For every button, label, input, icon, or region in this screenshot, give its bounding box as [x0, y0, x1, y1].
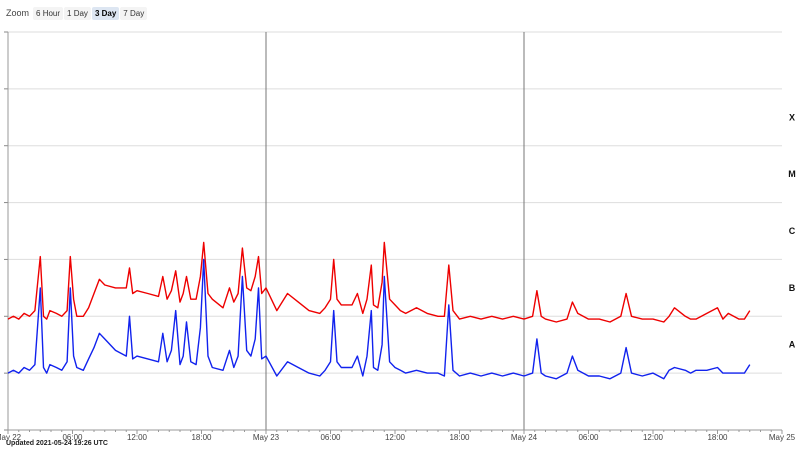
x-tick-label: 06:00	[320, 433, 341, 442]
updated-timestamp: Updated 2021-05-24 19:26 UTC	[6, 440, 108, 447]
zoom-button-7-day[interactable]: 7 Day	[120, 6, 148, 20]
zoom-label: Zoom	[6, 8, 30, 18]
zoom-button-3-day[interactable]: 3 Day	[91, 6, 120, 20]
zoom-button-1-day[interactable]: 1 Day	[64, 6, 91, 20]
x-tick-label: 12:00	[643, 433, 664, 442]
x-tick-label: May 23	[253, 433, 280, 442]
x-tick-label: 12:00	[127, 433, 148, 442]
flare-class-label: X	[789, 112, 795, 122]
flare-class-label: C	[789, 226, 796, 236]
zoom-bar: Zoom 6 Hour 1 Day 3 Day 7 Day	[6, 5, 148, 21]
x-tick-label: 06:00	[578, 433, 599, 442]
x-tick-label: May 24	[511, 433, 538, 442]
short-channel-line	[7, 258, 751, 380]
label-layer: May 22 06:00 12:00 18:00 May 23 06:00 12:00 18:…	[0, 112, 796, 442]
x-tick-label: 18:00	[191, 433, 212, 442]
x-tick-label: May 25	[769, 433, 796, 442]
x-tick-label: 18:00	[449, 433, 470, 442]
x-tick-label: 18:00	[707, 433, 728, 442]
x-tick-label: 06:00	[62, 433, 83, 442]
flare-class-label: M	[788, 169, 796, 179]
flare-class-label: B	[789, 283, 796, 293]
grid-layer	[4, 31, 783, 434]
series-layer	[7, 241, 751, 380]
long-channel-line	[7, 241, 751, 323]
flare-class-label: A	[789, 340, 796, 350]
zoom-button-6-hour[interactable]: 6 Hour	[33, 6, 64, 20]
x-tick-label: 12:00	[385, 433, 406, 442]
x-tick-label: May 22	[0, 433, 22, 442]
